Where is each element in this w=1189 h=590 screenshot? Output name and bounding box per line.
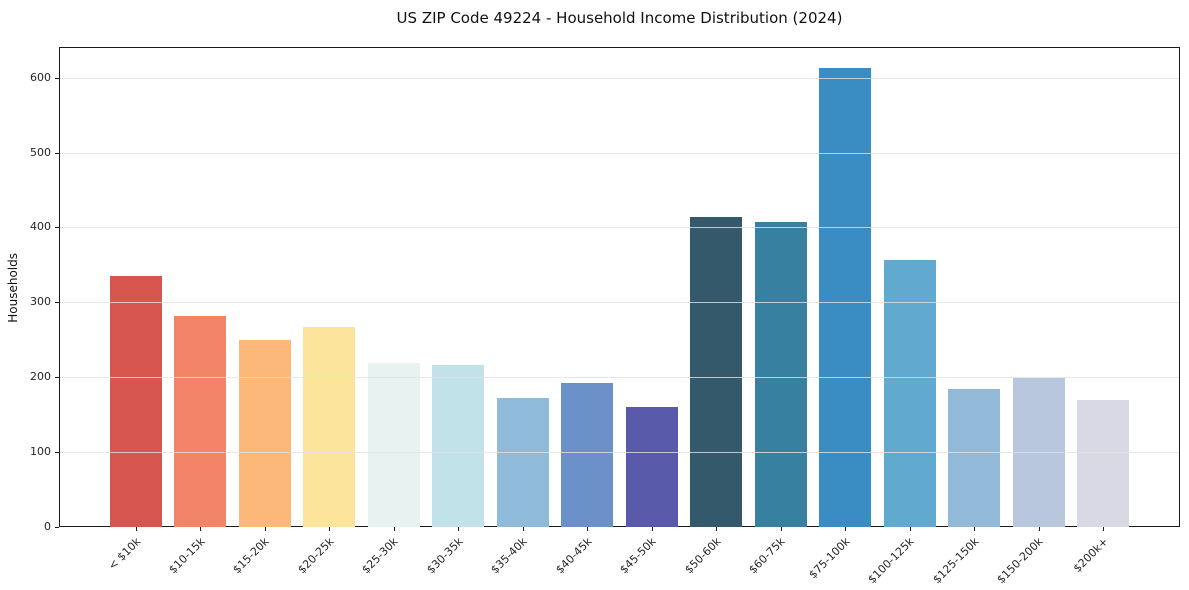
x-tick-label: $150-200k bbox=[994, 535, 1046, 587]
x-tick-label: $15-20k bbox=[230, 535, 272, 577]
x-axis-tick bbox=[522, 527, 524, 531]
x-axis-tick bbox=[780, 527, 782, 531]
x-axis-tick bbox=[329, 527, 331, 531]
bar bbox=[819, 67, 872, 527]
x-axis-tick bbox=[1038, 527, 1040, 531]
y-axis-tick bbox=[55, 77, 59, 79]
y-axis-tick bbox=[55, 152, 59, 154]
y-tick-label: 600 bbox=[30, 70, 51, 84]
bar bbox=[1077, 399, 1130, 527]
x-axis-tick bbox=[393, 527, 395, 531]
x-axis-tick bbox=[458, 527, 460, 531]
x-tick-label: $25-30k bbox=[359, 535, 401, 577]
x-axis-tick bbox=[587, 527, 589, 531]
y-tick-label: 0 bbox=[44, 520, 51, 533]
gridline bbox=[60, 452, 1179, 454]
y-tick-label: 400 bbox=[30, 220, 51, 234]
y-axis-tick bbox=[55, 302, 59, 304]
x-tick-label: $40-45k bbox=[553, 535, 595, 577]
x-tick-label: $60-75k bbox=[746, 535, 788, 577]
gridline bbox=[60, 302, 1179, 304]
x-axis-tick bbox=[845, 527, 847, 531]
x-tick-label: < $10k bbox=[105, 535, 144, 573]
bar bbox=[561, 383, 614, 527]
bar bbox=[238, 339, 291, 527]
y-axis-tick bbox=[55, 227, 59, 229]
x-axis-tick bbox=[135, 527, 137, 531]
bar bbox=[883, 259, 936, 527]
x-tick-label: $10-15k bbox=[166, 535, 208, 577]
x-tick-label: $200k+ bbox=[1070, 535, 1111, 576]
gridline bbox=[60, 227, 1179, 229]
x-tick-label: $45-50k bbox=[617, 535, 659, 577]
x-tick-label: $20-25k bbox=[295, 535, 337, 577]
bar bbox=[948, 389, 1001, 527]
bar bbox=[432, 365, 485, 527]
bar bbox=[496, 398, 549, 527]
bar bbox=[754, 222, 807, 527]
x-axis-tick bbox=[974, 527, 976, 531]
gridline bbox=[60, 77, 1179, 79]
x-axis-tick bbox=[200, 527, 202, 531]
x-tick-label: $35-40k bbox=[488, 535, 530, 577]
y-axis-label: Households bbox=[6, 253, 20, 323]
gridline bbox=[60, 152, 1179, 154]
bar bbox=[625, 407, 678, 527]
bar bbox=[303, 327, 356, 527]
x-axis-tick bbox=[909, 527, 911, 531]
gridline bbox=[60, 377, 1179, 379]
x-axis-tick bbox=[1103, 527, 1105, 531]
x-axis-tick bbox=[716, 527, 718, 531]
x-tick-label: $100-125k bbox=[865, 535, 917, 587]
bar bbox=[367, 363, 420, 527]
x-tick-label: $30-35k bbox=[424, 535, 466, 577]
y-axis-tick bbox=[55, 527, 59, 528]
x-tick-label: $50-60k bbox=[682, 535, 724, 577]
y-tick-label: 200 bbox=[30, 370, 51, 384]
bar bbox=[109, 276, 162, 527]
x-tick-label: $75-100k bbox=[806, 535, 853, 582]
bar bbox=[174, 315, 227, 527]
chart-title: US ZIP Code 49224 - Household Income Dis… bbox=[396, 9, 843, 27]
x-axis-tick bbox=[264, 527, 266, 531]
bar bbox=[690, 216, 743, 527]
y-tick-label: 100 bbox=[30, 445, 51, 459]
y-axis-tick bbox=[55, 377, 59, 379]
x-axis-tick bbox=[651, 527, 653, 531]
y-axis-tick bbox=[55, 452, 59, 454]
y-tick-label: 500 bbox=[30, 145, 51, 159]
y-tick-label: 300 bbox=[30, 295, 51, 309]
x-tick-label: $125-150k bbox=[930, 535, 982, 587]
